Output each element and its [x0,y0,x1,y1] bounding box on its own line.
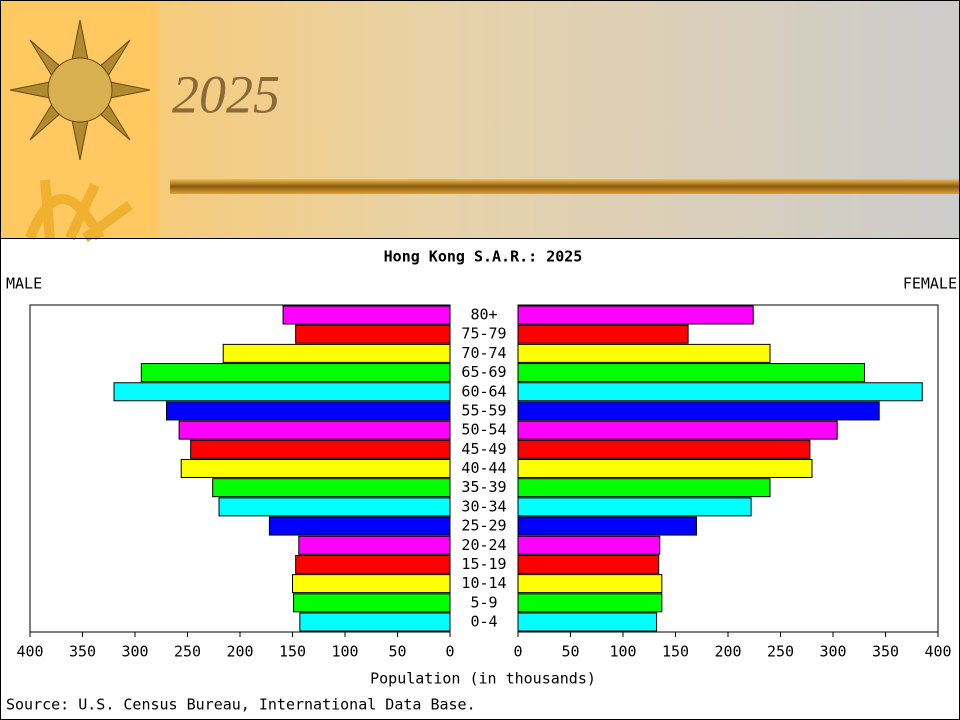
female-bar [517,554,660,574]
age-label: 75-79 [461,325,506,343]
age-label: 60-64 [461,382,506,400]
male-bar [140,363,451,383]
x-tick-label: 350 [69,643,96,661]
x-tick-label: 200 [714,643,741,661]
age-label: 25-29 [461,517,506,535]
age-label: 70-74 [461,344,506,362]
female-bar [517,382,923,402]
x-tick-label: 250 [174,643,201,661]
male-bar [268,516,451,536]
female-bar [517,612,658,632]
age-label: 30-34 [461,497,506,515]
x-tick-label: 0 [445,643,454,661]
male-bar [298,535,451,555]
sun-deco [25,179,133,243]
female-bar [517,459,813,478]
male-bar [212,478,451,498]
header-bg [0,0,960,238]
x-tick-label: 250 [767,643,794,661]
female-bar [517,420,838,440]
x-tick-label: 50 [388,643,406,661]
x-tick-label: 100 [331,643,358,661]
age-label: 50-54 [461,421,506,439]
female-bar [517,324,689,344]
chart-title: Hong Kong S.A.R.: 2025 [384,248,583,266]
male-bar [218,497,451,517]
male-bar [295,554,451,574]
male-bar [293,593,451,613]
legend-male: MALE [6,275,42,293]
legend-female: FEMALE [903,275,957,293]
x-axis-label: Population (in thousands) [370,670,596,688]
x-tick-label: 100 [609,643,636,661]
male-bar [166,401,451,421]
female-bar [517,478,771,498]
female-bar [517,516,697,536]
age-label: 15-19 [461,555,506,573]
male-bar [282,305,451,325]
female-bar [517,574,663,594]
x-tick-label: 200 [226,643,253,661]
x-tick-label: 50 [561,643,579,661]
age-label: 10-14 [461,574,506,592]
male-bar [292,574,451,594]
sun-icon [9,19,151,161]
male-bar [113,382,451,402]
age-label: 20-24 [461,536,506,554]
x-tick-label: 0 [513,643,522,661]
x-tick-label: 300 [121,643,148,661]
x-tick-label: 300 [819,643,846,661]
female-bar [517,535,661,555]
age-label: 65-69 [461,363,506,381]
male-bar [180,459,451,478]
x-tick-label: 350 [872,643,899,661]
female-bar [517,497,752,517]
female-bar [517,401,880,421]
male-bar [299,612,451,632]
female-bar [517,593,663,613]
age-label: 0-4 [470,613,497,631]
female-bar [517,305,754,325]
male-bar [295,324,451,344]
age-label: 55-59 [461,401,506,419]
age-label: 40-44 [461,459,506,477]
female-bar [517,343,771,363]
female-bar [517,439,811,459]
age-label: 5-9 [470,593,497,611]
x-tick-label: 150 [279,643,306,661]
age-label: 45-49 [461,440,506,458]
female-bar [517,363,865,383]
x-tick-label: 400 [16,643,43,661]
x-tick-label: 150 [662,643,689,661]
male-bar [178,420,451,440]
male-bar [190,439,451,459]
age-label: 35-39 [461,478,506,496]
title-rule [170,179,960,194]
source: Source: U.S. Census Bureau, Internationa… [6,696,476,714]
slide-title: 2025 [172,64,280,124]
age-label: 80+ [470,306,497,324]
male-bar [222,343,451,363]
x-tick-label: 400 [924,643,951,661]
